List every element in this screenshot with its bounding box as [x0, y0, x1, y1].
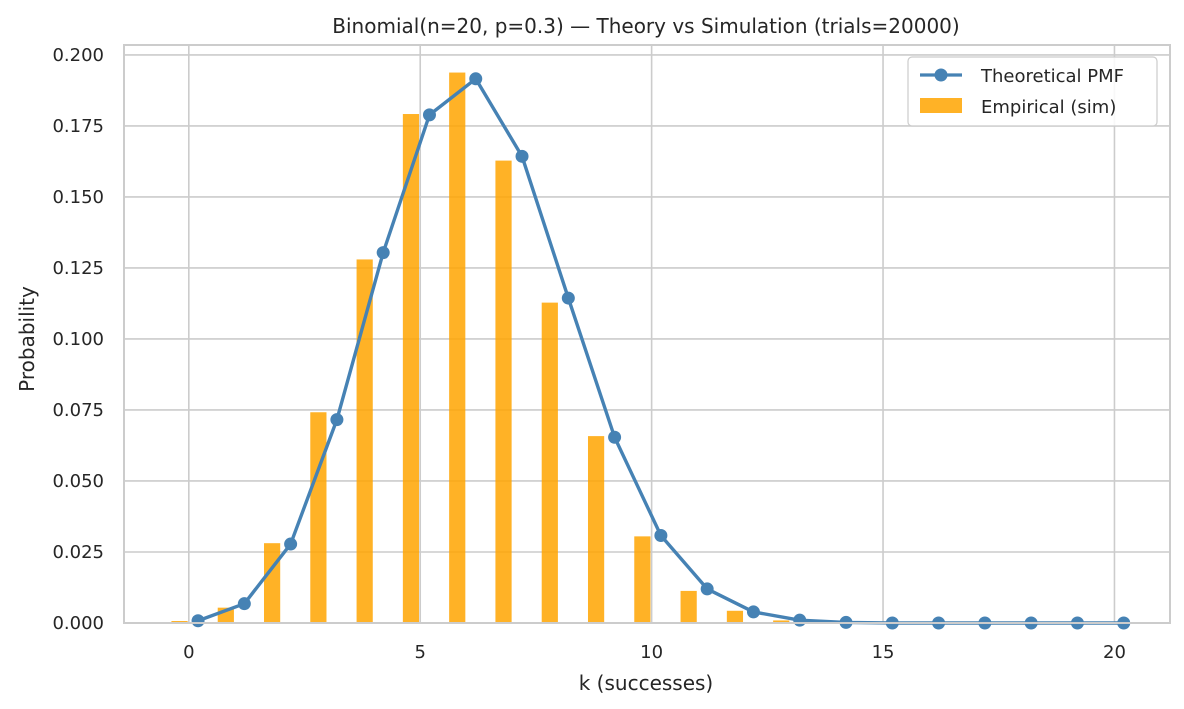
x-axis-label: k (successes): [579, 671, 714, 695]
legend-label-theoretical: Theoretical PMF: [980, 66, 1124, 87]
empirical-bar: [587, 436, 605, 623]
plot-frame: [123, 44, 1171, 624]
empirical-bar: [310, 412, 327, 623]
theoretical-pmf-point: [191, 614, 205, 628]
y-tick-label: 0.000: [52, 613, 104, 634]
theoretical-pmf-point: [746, 605, 760, 619]
legend-bar-swatch: [920, 98, 962, 113]
x-tick-label: 10: [640, 642, 663, 663]
y-tick-label: 0.100: [52, 329, 104, 350]
legend: Theoretical PMF Empirical (sim): [907, 56, 1158, 127]
theoretical-pmf-point: [284, 537, 298, 551]
x-tick-label: 0: [183, 642, 194, 663]
y-tick-label: 0.125: [52, 258, 104, 279]
theoretical-pmf-point: [515, 149, 529, 163]
theoretical-pmf-point: [422, 108, 436, 122]
bar-layer: [171, 72, 836, 624]
y-tick-label: 0.075: [52, 400, 104, 421]
y-axis-label: Probability: [15, 286, 39, 392]
theoretical-pmf-point: [608, 430, 622, 444]
chart-title: Binomial(n=20, p=0.3) — Theory vs Simula…: [332, 14, 959, 38]
theoretical-pmf-point: [700, 582, 714, 596]
empirical-bar: [495, 160, 512, 623]
legend-marker-swatch: [934, 68, 948, 82]
y-tick-label: 0.025: [52, 542, 104, 563]
x-tick-label: 20: [1103, 642, 1126, 663]
tick-layer: 0.000 0.025 0.050 0.075 0.100 0.125 0.150 0.175…: [52, 45, 1125, 663]
x-tick-label: 15: [872, 642, 895, 663]
theoretical-pmf-point: [793, 613, 807, 627]
empirical-bar: [541, 302, 558, 623]
grid-layer: [124, 45, 1170, 624]
theoretical-pmf-point: [330, 413, 344, 427]
theoretical-pmf-point: [237, 597, 251, 611]
theoretical-pmf-point: [376, 246, 390, 260]
empirical-bar: [264, 543, 281, 623]
empirical-bar: [726, 610, 744, 623]
y-tick-label: 0.175: [52, 116, 104, 137]
empirical-bar: [773, 620, 790, 623]
empirical-bar: [680, 590, 697, 623]
x-tick-label: 5: [414, 642, 425, 663]
y-tick-label: 0.050: [52, 471, 104, 492]
y-tick-label: 0.150: [52, 187, 104, 208]
legend-label-empirical: Empirical (sim): [981, 97, 1116, 118]
empirical-bar: [449, 72, 466, 624]
line-layer: [191, 72, 1131, 630]
theoretical-pmf-point: [561, 291, 575, 305]
y-tick-label: 0.200: [52, 45, 104, 66]
empirical-bar: [634, 536, 651, 623]
empirical-bar: [402, 114, 420, 623]
theoretical-pmf-point: [654, 529, 668, 543]
empirical-bar: [356, 259, 373, 623]
theoretical-pmf-point: [469, 72, 483, 86]
legend-box: [907, 56, 1158, 127]
